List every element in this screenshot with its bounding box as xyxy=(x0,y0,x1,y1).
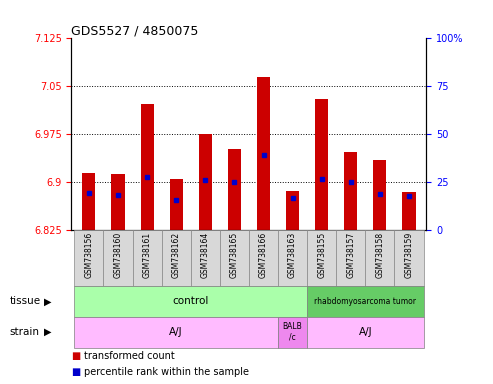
Text: GSM738156: GSM738156 xyxy=(84,232,94,278)
Bar xyxy=(344,152,357,230)
Bar xyxy=(228,149,241,230)
Text: GDS5527 / 4850075: GDS5527 / 4850075 xyxy=(71,24,199,37)
Text: transformed count: transformed count xyxy=(84,351,175,361)
Bar xyxy=(402,192,416,230)
Bar xyxy=(82,173,96,230)
Text: GSM738157: GSM738157 xyxy=(346,232,355,278)
Text: percentile rank within the sample: percentile rank within the sample xyxy=(84,367,249,377)
Text: ■: ■ xyxy=(71,367,81,377)
Bar xyxy=(257,77,270,230)
FancyBboxPatch shape xyxy=(394,230,423,286)
Text: ■: ■ xyxy=(71,351,81,361)
Bar xyxy=(170,179,183,230)
Text: BALB
/c: BALB /c xyxy=(282,323,303,342)
Text: GSM738164: GSM738164 xyxy=(201,232,210,278)
Bar xyxy=(307,317,423,348)
Text: GSM738161: GSM738161 xyxy=(142,232,152,278)
FancyBboxPatch shape xyxy=(133,230,162,286)
FancyBboxPatch shape xyxy=(249,230,278,286)
Text: GSM738158: GSM738158 xyxy=(375,232,385,278)
Text: A/J: A/J xyxy=(358,327,372,337)
Bar xyxy=(315,99,328,230)
Text: A/J: A/J xyxy=(170,327,183,337)
FancyBboxPatch shape xyxy=(220,230,249,286)
Text: strain: strain xyxy=(10,327,40,337)
FancyBboxPatch shape xyxy=(74,230,104,286)
Text: GSM738166: GSM738166 xyxy=(259,232,268,278)
Text: GSM738159: GSM738159 xyxy=(404,232,414,278)
FancyBboxPatch shape xyxy=(278,230,307,286)
FancyBboxPatch shape xyxy=(307,230,336,286)
Bar xyxy=(373,160,387,230)
Text: GSM738160: GSM738160 xyxy=(113,232,123,278)
Bar xyxy=(307,286,423,317)
Bar xyxy=(286,191,299,230)
Text: GSM738162: GSM738162 xyxy=(172,232,181,278)
Text: ▶: ▶ xyxy=(44,296,52,306)
Bar xyxy=(74,317,278,348)
Text: GSM738165: GSM738165 xyxy=(230,232,239,278)
Text: ▶: ▶ xyxy=(44,327,52,337)
FancyBboxPatch shape xyxy=(162,230,191,286)
Bar xyxy=(199,134,212,230)
Text: GSM738155: GSM738155 xyxy=(317,232,326,278)
Bar xyxy=(74,286,307,317)
Text: control: control xyxy=(173,296,209,306)
Text: GSM738163: GSM738163 xyxy=(288,232,297,278)
Text: rhabdomyosarcoma tumor: rhabdomyosarcoma tumor xyxy=(315,297,417,306)
Bar xyxy=(278,317,307,348)
FancyBboxPatch shape xyxy=(191,230,220,286)
Bar xyxy=(111,174,125,230)
FancyBboxPatch shape xyxy=(365,230,394,286)
Text: tissue: tissue xyxy=(10,296,41,306)
FancyBboxPatch shape xyxy=(104,230,133,286)
Bar xyxy=(141,104,154,230)
FancyBboxPatch shape xyxy=(336,230,365,286)
